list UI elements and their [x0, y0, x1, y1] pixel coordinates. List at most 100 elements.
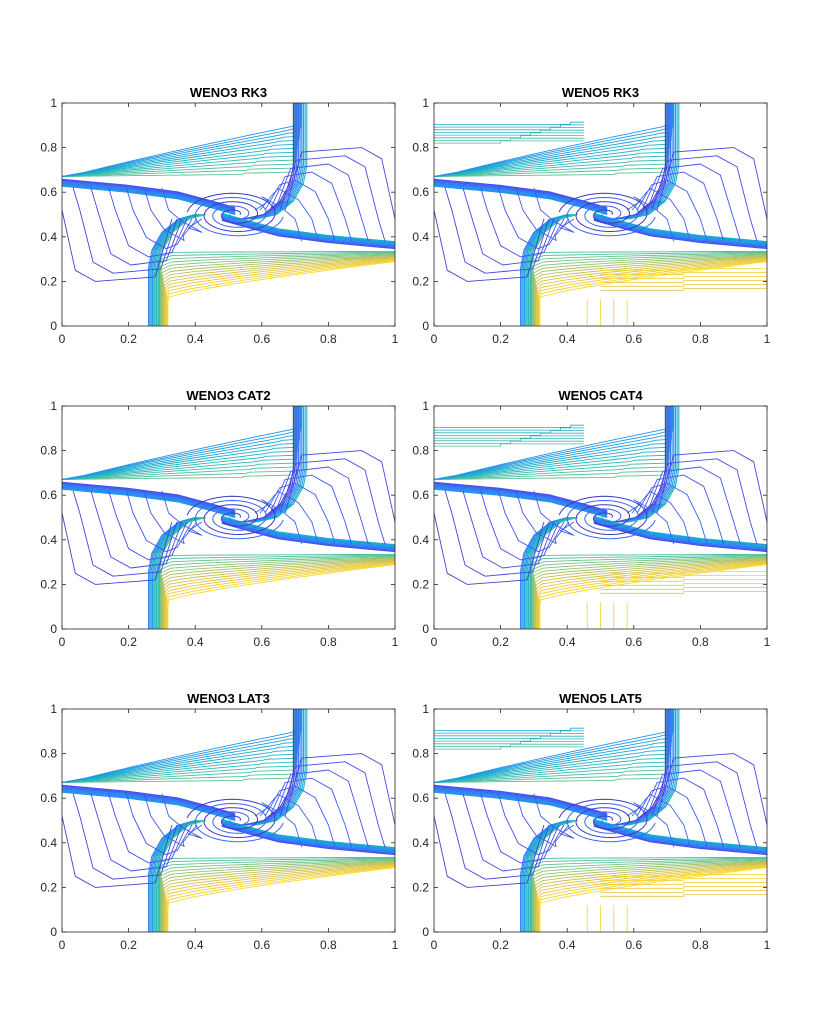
- x-tick-label: 0: [431, 635, 438, 649]
- y-tick-label: 0.2: [40, 577, 57, 591]
- contour-line-67: [161, 793, 203, 839]
- contour-line-4: [434, 709, 668, 783]
- contour-line-74: [626, 196, 675, 242]
- y-tick-label: 0.8: [412, 747, 429, 761]
- contour-line-63: [90, 187, 183, 266]
- contour-line-16: [531, 858, 767, 932]
- contour-line-49: [434, 483, 608, 514]
- x-tick-label: 0.4: [559, 938, 576, 952]
- contour-line-11: [434, 709, 673, 783]
- contour-line-77: [434, 746, 584, 750]
- contour-line-9: [434, 103, 672, 177]
- contour-line-19: [533, 557, 767, 629]
- contour-line-68: [284, 450, 395, 524]
- contour-line-76: [566, 500, 656, 540]
- contour-line-62: [444, 793, 550, 880]
- y-tick-label: 0.4: [40, 836, 57, 850]
- contour-lines: [434, 709, 767, 932]
- contour-line-64: [480, 793, 560, 864]
- contour-line-52: [434, 487, 608, 518]
- contour-line-5: [434, 103, 669, 177]
- contour-line-18: [160, 556, 395, 629]
- contour-line-54: [221, 219, 395, 250]
- contour-line-53: [434, 791, 608, 822]
- contour-line-64: [480, 490, 560, 561]
- contour-line-24: [164, 864, 395, 932]
- contour-line-20: [534, 861, 767, 932]
- x-tick-label: 0.6: [625, 332, 642, 346]
- x-tick-label: 1: [764, 332, 771, 346]
- contour-line-56: [221, 520, 395, 550]
- contour-line-62: [72, 490, 178, 577]
- contour-line-61: [434, 208, 545, 282]
- contour-line-56: [221, 217, 395, 247]
- contour-line-60: [593, 515, 767, 546]
- contour-line-27: [166, 563, 395, 629]
- contour-line-26: [538, 259, 767, 326]
- contour-line-28: [167, 564, 395, 629]
- contour-line-90: [600, 268, 767, 271]
- contour-line-60: [593, 818, 767, 849]
- contour-line-54: [221, 522, 395, 553]
- contour-line-16: [159, 555, 395, 629]
- contour-line-53: [62, 488, 236, 519]
- contour-line-70: [274, 163, 369, 242]
- x-tick-label: 0: [431, 332, 438, 346]
- contour-line-37: [628, 709, 680, 826]
- contour-line-11: [434, 406, 673, 480]
- contour-line-71: [269, 474, 353, 545]
- contour-line-4: [62, 709, 296, 783]
- contour-line-10: [434, 406, 672, 480]
- contour-line-57: [221, 822, 395, 852]
- contour-line-66: [143, 187, 198, 241]
- contour-line-20: [162, 861, 395, 932]
- contour-line-80: [434, 435, 584, 439]
- contour-line-28: [539, 261, 767, 326]
- contour-line-10: [62, 103, 300, 177]
- panel-3: 00 0.2 0.2 0.4 0.4 0.6 0.6 0.8 0.8 1 1 WENO3 CAT2: [40, 388, 398, 649]
- y-tick-label: 0.8: [40, 747, 57, 761]
- contour-line-27: [538, 260, 767, 326]
- contour-line-58: [593, 214, 767, 245]
- contour-line-65: [497, 187, 565, 250]
- contour-line-52: [434, 184, 608, 215]
- contour-line-74: [254, 196, 303, 242]
- contour-line-68: [656, 450, 767, 524]
- contour-line-18: [160, 859, 395, 932]
- contour-line-17: [160, 253, 395, 326]
- contour-line-11: [62, 709, 301, 783]
- contour-line-71: [641, 777, 725, 848]
- contour-line-50: [434, 485, 608, 515]
- y-tick-label: 0: [422, 319, 429, 333]
- contour-line-1: [434, 709, 666, 783]
- contour-line-9: [62, 103, 300, 177]
- contour-line-62: [444, 490, 550, 577]
- contour-line-2: [62, 709, 295, 783]
- contour-line-53: [62, 185, 236, 216]
- contour-line-73: [631, 794, 691, 848]
- contour-line-68: [284, 147, 395, 221]
- contour-line-53: [62, 791, 236, 822]
- contour-line-48: [62, 482, 236, 513]
- contour-line-72: [264, 482, 336, 545]
- contour-line-12: [434, 709, 674, 783]
- contour-line-75: [186, 495, 276, 535]
- contour-line-8: [62, 103, 299, 177]
- contour-line-49: [62, 180, 236, 211]
- contour-line-2: [434, 406, 667, 480]
- contour-line-21: [534, 255, 767, 326]
- contour-line-23: [536, 560, 767, 629]
- contour-line-76: [194, 803, 284, 843]
- x-tick-label: 0.2: [120, 332, 137, 346]
- contour-line-9: [434, 406, 672, 480]
- contour-line-18: [532, 556, 767, 629]
- contour-line-61: [62, 511, 173, 585]
- contour-line-20: [534, 558, 767, 629]
- y-tick-label: 0: [50, 925, 57, 939]
- contour-line-17: [532, 859, 767, 932]
- contour-line-71: [641, 171, 725, 242]
- contour-line-61: [62, 814, 173, 888]
- contour-line-87: [600, 886, 767, 889]
- contour-line-78: [434, 743, 584, 747]
- x-tick-label: 0.6: [625, 938, 642, 952]
